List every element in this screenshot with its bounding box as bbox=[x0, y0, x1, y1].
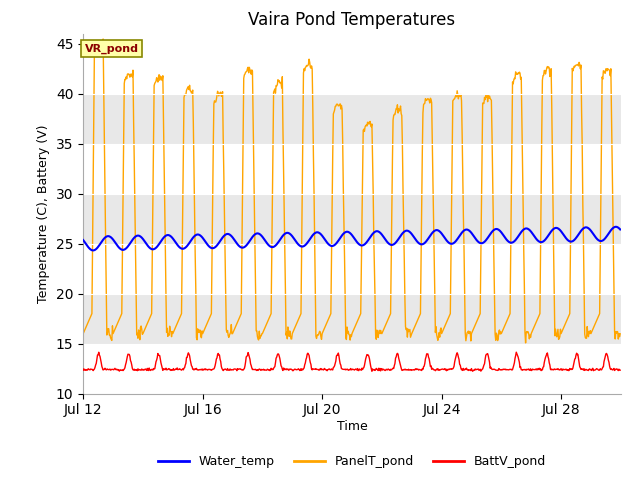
Bar bbox=[83, 193, 621, 243]
Bar bbox=[83, 294, 621, 344]
Bar bbox=[83, 94, 621, 144]
Text: VR_pond: VR_pond bbox=[84, 44, 139, 54]
Bar bbox=[83, 144, 621, 193]
X-axis label: Time: Time bbox=[337, 420, 367, 433]
Bar bbox=[83, 344, 621, 394]
Y-axis label: Temperature (C), Battery (V): Temperature (C), Battery (V) bbox=[37, 124, 51, 303]
Bar bbox=[83, 243, 621, 294]
Bar bbox=[83, 44, 621, 94]
Legend: Water_temp, PanelT_pond, BattV_pond: Water_temp, PanelT_pond, BattV_pond bbox=[152, 450, 552, 473]
Title: Vaira Pond Temperatures: Vaira Pond Temperatures bbox=[248, 11, 456, 29]
